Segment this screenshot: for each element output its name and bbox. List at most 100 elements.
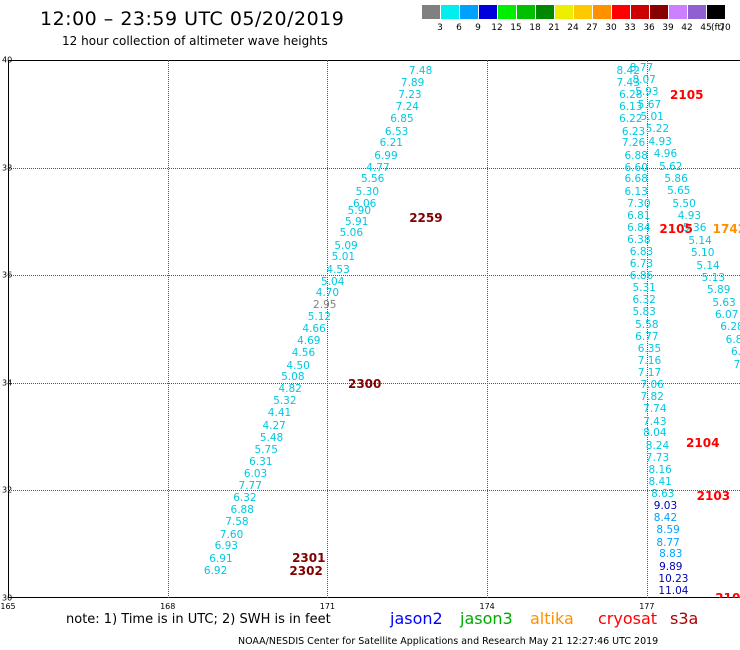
wave-height-value: 5.86: [664, 172, 688, 185]
wave-height-value: 8.59: [656, 523, 680, 536]
legend-swatch: [517, 5, 535, 19]
wave-height-value: 6.88: [624, 149, 648, 162]
wave-height-value: 8.16: [648, 463, 672, 476]
footer-note: note: 1) Time is in UTC; 2) SWH is in fe…: [66, 612, 331, 627]
legend-label: 3: [437, 23, 443, 33]
wave-height-value: 5.93: [635, 86, 659, 99]
wave-height-value: 6.23: [621, 125, 646, 138]
wave-height-value: 8.83: [659, 548, 683, 561]
wave-height-value: 7.24: [395, 101, 419, 114]
longitude-label: 177: [639, 602, 655, 611]
wave-height-value: 5.22: [645, 123, 670, 136]
wave-height-value: 6.21: [379, 137, 403, 150]
wave-height-value: 7.73: [645, 451, 670, 464]
wave-height-value: 4.41: [267, 407, 292, 420]
wave-height-value: 6.13: [624, 185, 648, 198]
wave-height-value: 6.32: [632, 294, 656, 307]
longitude-label: 165: [0, 602, 16, 611]
grid-line-longitude: [327, 60, 329, 598]
latitude-label: 32: [2, 485, 13, 495]
wave-height-value: 8.41: [648, 475, 672, 488]
legend-unit: (ft): [711, 23, 725, 33]
wave-height-value: 5.83: [632, 306, 656, 319]
wave-height-value: 6.77: [635, 330, 659, 343]
wave-height-value: 4.93: [648, 135, 672, 148]
legend-label: 45: [700, 23, 712, 33]
wave-height-value: 6.31: [249, 455, 273, 468]
grid-line-longitude: [646, 60, 648, 598]
wave-height-value: 4.27: [262, 419, 286, 432]
wave-height-value: 5.01: [331, 251, 356, 264]
wave-height-value: 4.69: [297, 335, 321, 348]
wave-height-value: 6.07: [714, 308, 739, 321]
satellite-label-cryosat: cryosat: [598, 609, 658, 628]
wave-height-value: 7.23: [398, 88, 422, 101]
wave-height-value: 5.90: [347, 204, 372, 217]
wave-height-value: 5.67: [637, 98, 662, 111]
pass-time-label: 2300: [347, 376, 382, 391]
legend-label: 6: [456, 23, 462, 33]
legend-swatch: [612, 5, 630, 19]
grid-line-latitude: [8, 275, 740, 277]
wave-height-value: 7.73: [739, 372, 740, 383]
wave-height-value: 7.43: [643, 415, 667, 428]
plot-frame-left: [8, 60, 9, 598]
plot-frame-bottom: [8, 597, 740, 598]
legend-swatch: [536, 5, 554, 19]
wave-height-value: 11.04: [658, 584, 689, 597]
wave-height-value: 8.42: [653, 512, 678, 525]
wave-height-value: 6.03: [243, 467, 268, 480]
wave-height-value: 4.77: [366, 161, 390, 174]
wave-height-value: 6.53: [384, 125, 409, 138]
wave-height-value: 7.82: [640, 391, 664, 404]
grid-line-longitude: [167, 60, 169, 598]
grid-line-latitude: [8, 167, 740, 169]
map-title: 12:00 – 23:59 UTC 05/20/2019: [40, 8, 345, 30]
wave-height-value: 4.53: [326, 263, 350, 276]
legend-label: 27: [586, 23, 598, 33]
wave-height-value: 7.74: [643, 402, 667, 415]
latitude-label: 40: [2, 55, 13, 65]
legend-swatch: [669, 5, 687, 19]
satellite-label-altika: altika: [530, 609, 574, 628]
wave-height-value: 7.08: [733, 358, 740, 371]
wave-height-value: 6.93: [214, 540, 238, 553]
wave-height-value: 6.83: [629, 245, 654, 258]
wave-height-value: 6.28: [720, 321, 740, 334]
wave-height-value: 6.06: [352, 197, 377, 210]
legend-swatch: [631, 5, 649, 19]
legend-label: 15: [510, 23, 522, 33]
pass-time-label: 2105: [659, 222, 693, 237]
wave-height-value: 5.06: [339, 226, 364, 239]
wave-height-value: 6.86: [629, 270, 654, 283]
legend-swatch: [441, 5, 459, 19]
wave-height-value: 5.36: [683, 222, 707, 235]
wave-height-value: 6.35: [637, 342, 662, 355]
wave-height-value: 7.26: [621, 137, 646, 150]
wave-height-value: 5.12: [307, 310, 332, 323]
longitude-label: 168: [160, 602, 176, 611]
wave-height-value: 7.43: [616, 76, 640, 89]
wave-height-value: 6.73: [629, 257, 654, 270]
wave-height-value: 5.50: [672, 197, 696, 210]
wave-height-value: 8.24: [645, 439, 670, 452]
wave-height-value: 7.30: [627, 197, 651, 210]
wave-height-value: 6.92: [203, 564, 228, 577]
pass-time-label: 2301: [292, 550, 326, 565]
wave-height-value: 7.17: [637, 366, 662, 379]
longitude-label: 174: [479, 602, 495, 611]
wave-height-value: 5.56: [360, 173, 385, 186]
wave-height-value: 7.06: [640, 378, 664, 391]
wave-height-value: 4.93: [677, 209, 702, 222]
legend-label: 42: [681, 23, 693, 33]
wave-height-value: 5.10: [691, 246, 715, 259]
wave-height-value: 5.48: [259, 431, 284, 444]
wave-height-value: 9.03: [653, 499, 678, 512]
wave-height-value: 6.85: [390, 112, 414, 125]
legend-label: 18: [529, 23, 541, 33]
wave-height-value: 8.77: [656, 536, 680, 549]
legend-label: 33: [624, 23, 636, 33]
wave-height-value: 6.91: [209, 552, 233, 565]
wave-height-value: 5.01: [640, 110, 664, 123]
